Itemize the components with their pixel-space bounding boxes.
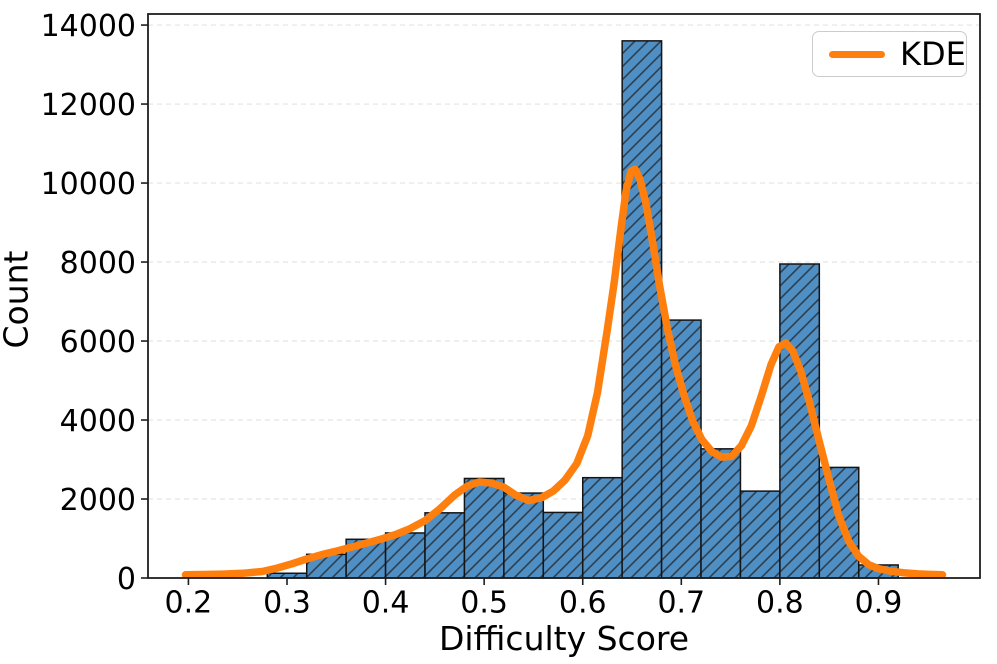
histogram-bar — [463, 477, 505, 579]
y-tick-label: 14000 — [41, 9, 136, 44]
histogram-bar — [660, 319, 702, 579]
histogram-bar — [739, 490, 781, 579]
histogram-bar — [581, 476, 623, 579]
x-tick-label: 0.8 — [756, 586, 804, 621]
x-tick-label: 0.4 — [362, 586, 410, 621]
x-tick-label: 0.6 — [559, 586, 607, 621]
y-tick-label: 6000 — [60, 325, 136, 360]
histogram-bar — [621, 40, 663, 579]
histogram-bar — [503, 492, 545, 579]
y-tick-label: 2000 — [60, 483, 136, 518]
x-tick-label: 0.9 — [855, 586, 903, 621]
y-axis-label: Count — [0, 250, 36, 349]
legend-label: KDE — [900, 35, 966, 73]
x-axis-label: Difficulty Score — [438, 619, 690, 658]
y-tick-label: 8000 — [60, 246, 136, 281]
y-tick-label: 4000 — [60, 404, 136, 439]
x-tick-label: 0.5 — [460, 586, 508, 621]
kde-curve — [181, 165, 947, 579]
x-tick-label: 0.2 — [165, 586, 213, 621]
y-tick-label: 10000 — [41, 167, 136, 202]
x-tick-label: 0.7 — [657, 586, 705, 621]
y-tick-label: 0 — [117, 562, 136, 597]
x-tick-label: 0.3 — [263, 586, 311, 621]
legend-box: KDE — [812, 31, 967, 77]
histogram-bar — [424, 512, 466, 579]
histogram-bar — [700, 448, 742, 579]
plot-border — [147, 13, 981, 579]
y-tick-label: 12000 — [41, 88, 136, 123]
kde-line-swatch — [829, 50, 885, 58]
histogram-bar — [542, 511, 584, 579]
